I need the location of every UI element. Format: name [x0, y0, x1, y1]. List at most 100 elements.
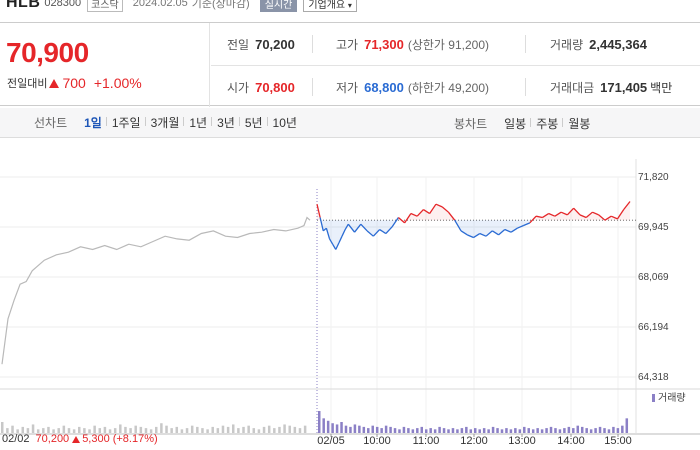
- volume-bar: [384, 425, 388, 433]
- today-line-segment: [416, 209, 424, 217]
- today-area: [367, 220, 374, 237]
- volume-bar: [340, 422, 343, 433]
- volume-bar: [540, 429, 544, 433]
- volume-bar-prev: [242, 426, 245, 433]
- volume-bar: [585, 428, 588, 433]
- volume-bar: [478, 429, 481, 433]
- period-3y-button[interactable]: 3년: [211, 114, 240, 131]
- period-10y-button[interactable]: 10년: [266, 114, 302, 131]
- volume-legend-swatch: [652, 394, 655, 402]
- stat-value: 171,405: [600, 79, 648, 95]
- volume-bar: [563, 428, 566, 433]
- x-tick-label: 02/05: [317, 435, 345, 447]
- today-line-segment: [423, 208, 431, 215]
- volume-bar-prev: [298, 428, 302, 433]
- up-arrow-icon: [49, 78, 60, 88]
- volume-bar-prev: [175, 426, 179, 433]
- today-line-segment: [447, 211, 456, 221]
- volume-legend-label: 거래량: [658, 392, 686, 404]
- stock-code: 028300: [44, 0, 82, 9]
- volume-bar: [433, 429, 437, 433]
- volume-bar: [335, 424, 339, 433]
- volume-bar: [375, 426, 379, 433]
- stat-value: 71,300: [364, 36, 404, 52]
- today-line-segment: [454, 219, 462, 232]
- volume-bar-prev: [108, 429, 112, 433]
- today-line-segment: [404, 213, 412, 224]
- stat-sub: (하한가 49,200): [407, 80, 490, 95]
- volume-bar: [554, 428, 557, 433]
- stat-volume: 거래량 2,445,364: [550, 23, 647, 65]
- today-area: [429, 204, 436, 221]
- volume-bar-prev: [124, 426, 127, 433]
- today-area: [554, 212, 562, 221]
- volume-bar: [393, 428, 397, 433]
- period-3m-button[interactable]: 3개월: [144, 114, 185, 131]
- today-line-segment: [366, 230, 374, 237]
- today-line-segment: [604, 215, 612, 221]
- period-1y-button[interactable]: 1년: [183, 114, 212, 131]
- candle-weekly-button[interactable]: 주봉: [530, 115, 563, 132]
- company-info-label: 기업개요: [308, 0, 346, 11]
- today-line-segment: [385, 226, 393, 234]
- period-1d-button[interactable]: 1일: [84, 116, 102, 130]
- volume-bar: [509, 429, 513, 433]
- volume-bar: [416, 428, 419, 433]
- today-line-segment: [316, 204, 321, 218]
- volume-bar-prev: [149, 429, 153, 433]
- prev-day-close: 70,200: [35, 433, 70, 445]
- volume-bar-prev: [144, 428, 148, 433]
- x-tick-label: 11:00: [413, 435, 440, 447]
- today-area: [479, 220, 487, 237]
- today-line-segment: [585, 211, 593, 219]
- volume-bar: [580, 426, 584, 433]
- stat-amount: 거래대금 171,405 백만: [550, 66, 672, 108]
- today-line-segment: [566, 207, 575, 216]
- volume-bar-prev: [6, 428, 9, 433]
- prev-day-info: 02/02 70,200 5,300 (+8.17%): [2, 433, 158, 445]
- today-area: [329, 220, 333, 245]
- today-area: [335, 220, 339, 250]
- volume-bar: [367, 428, 370, 433]
- today-line-segment: [466, 234, 474, 239]
- prev-day-change: 5,300: [82, 433, 110, 445]
- candle-daily-button[interactable]: 일봉: [504, 116, 527, 131]
- stock-name: HLB: [6, 0, 41, 11]
- volume-bar: [353, 424, 357, 433]
- volume-bar-prev: [293, 426, 297, 433]
- today-area: [573, 208, 580, 221]
- volume-bar-prev: [62, 425, 66, 433]
- prev-day-change-pct: (+8.17%): [112, 433, 158, 445]
- volume-bar: [598, 426, 602, 433]
- today-area: [448, 212, 455, 221]
- stats-grid: 전일 70,200 고가 71,300 (상한가 91,200) 거래량 2,4…: [211, 23, 700, 107]
- volume-bar: [589, 429, 593, 433]
- candle-monthly-button[interactable]: 월봉: [562, 115, 595, 132]
- today-area: [548, 213, 555, 221]
- stat-label: 전일: [227, 37, 250, 52]
- realtime-button[interactable]: 실시간: [259, 0, 298, 12]
- x-tick-label: 13:00: [508, 435, 536, 447]
- volume-bar: [411, 429, 415, 433]
- chart-period-toolbar: 선차트 1일 1주일 3개월 1년 3년 5년 10년 봉차트 일봉 주봉 월봉: [0, 108, 700, 138]
- volume-bar-prev: [129, 428, 132, 433]
- volume-bar-prev: [93, 425, 96, 433]
- x-tick-label: 10:00: [363, 435, 391, 447]
- volume-bar: [576, 425, 580, 433]
- period-5y-button[interactable]: 5년: [238, 114, 268, 131]
- volume-bar: [451, 428, 455, 433]
- change-percent: +1.00%: [93, 75, 142, 91]
- volume-bar: [491, 426, 495, 433]
- prev-day-date: 02/02: [2, 433, 30, 445]
- volume-bar: [603, 428, 606, 433]
- volume-bar: [442, 428, 446, 433]
- period-1w-button[interactable]: 1주일: [105, 114, 146, 131]
- volume-bar-prev: [88, 429, 91, 433]
- volume-bar-prev: [36, 429, 40, 433]
- stat-value: 68,800: [364, 79, 404, 95]
- price-chart[interactable]: 71,820 69,945 68,069 66,194 64,318 거래량 02/05 10…: [0, 139, 700, 450]
- today-line-segment: [460, 230, 468, 236]
- volume-bar-prev: [52, 429, 55, 433]
- volume-bar: [322, 418, 325, 433]
- company-info-dropdown[interactable]: 기업개요 ▾: [303, 0, 357, 12]
